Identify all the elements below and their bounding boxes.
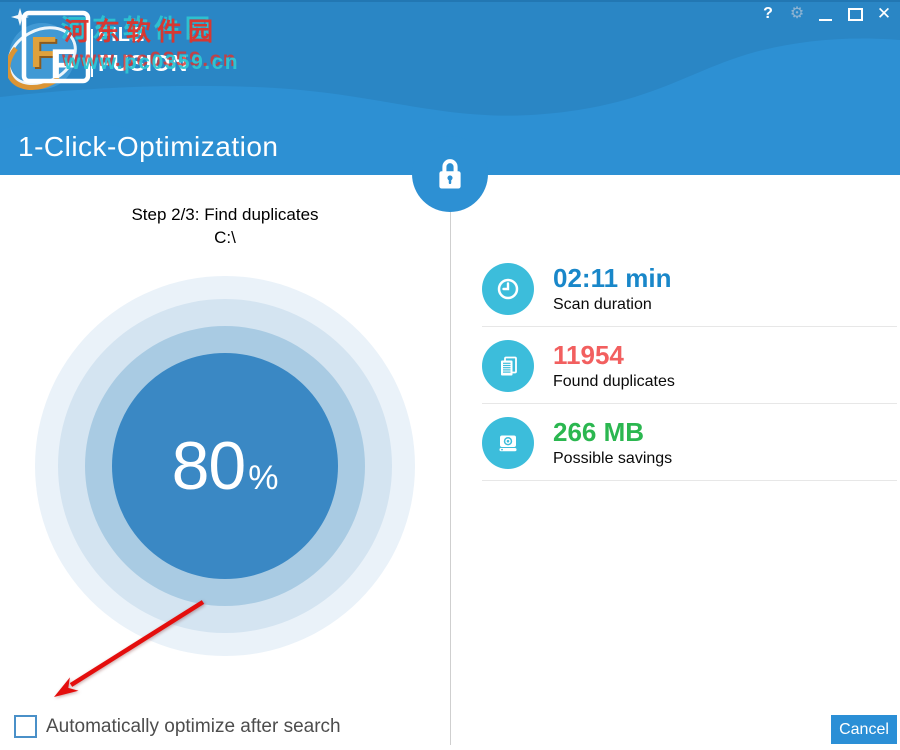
- panel-divider: [450, 212, 451, 745]
- progress-value: 80: [171, 428, 247, 504]
- brand-name: FILE FUSION: [98, 25, 188, 75]
- stat-row-scan-duration: 02:11 min Scan duration: [482, 263, 897, 327]
- auto-optimize-label[interactable]: Automatically optimize after search: [46, 715, 341, 737]
- lock-badge: [412, 136, 488, 212]
- brand-line2: FUSION: [98, 50, 188, 76]
- found-duplicates-value: 11954: [553, 340, 624, 370]
- minimize-icon[interactable]: [816, 4, 836, 24]
- red-arrow-annotation: [54, 600, 205, 697]
- header-wave-decoration: [0, 0, 900, 175]
- scan-stats-panel: 02:11 min Scan duration: [450, 175, 900, 750]
- scan-duration-label: Scan duration: [553, 296, 652, 313]
- titlebar-controls: ? ⚙ ✕: [758, 4, 894, 24]
- step-indicator: Step 2/3: Find duplicates C:\: [0, 203, 450, 249]
- filefusion-logo-icon: F F F: [8, 8, 91, 91]
- stats-list: 02:11 min Scan duration: [482, 263, 897, 494]
- step-title: Step 2/3: Find duplicates: [131, 205, 319, 224]
- maximize-icon[interactable]: [845, 4, 865, 24]
- window-top-edge: [0, 0, 900, 2]
- possible-savings-label: Possible savings: [553, 450, 673, 467]
- progress-indicator: 80 %: [35, 276, 415, 656]
- page-title: 1-Click-Optimization: [18, 131, 279, 162]
- possible-savings-value: 266 MB: [553, 417, 645, 447]
- help-icon[interactable]: ?: [763, 5, 773, 22]
- settings-gear-icon[interactable]: ⚙: [789, 5, 805, 22]
- clock-icon: [482, 263, 534, 315]
- stat-row-found-duplicates: 11954 Found duplicates: [482, 340, 897, 404]
- lock-icon: [439, 159, 461, 189]
- progress-percentage: 80 %: [172, 427, 279, 505]
- app-header: F F F FILE FUSION 河东软件园 www.pc0359.cn ? …: [0, 0, 900, 175]
- documents-icon: [482, 340, 534, 392]
- stat-row-possible-savings: 266 MB Possible savings: [482, 417, 897, 481]
- brand-line1: FILE: [98, 24, 146, 46]
- svg-text:F: F: [30, 28, 57, 77]
- svg-text:F: F: [32, 30, 59, 79]
- progress-circle: 80 %: [112, 353, 338, 579]
- cancel-button[interactable]: Cancel: [831, 715, 897, 744]
- found-duplicates-label: Found duplicates: [553, 373, 675, 390]
- auto-optimize-checkbox[interactable]: [14, 715, 37, 738]
- progress-unit: %: [248, 459, 279, 497]
- step-path: C:\: [214, 228, 236, 247]
- scan-progress-panel: Step 2/3: Find duplicates C:\ 80 % Autom…: [0, 175, 450, 750]
- scan-duration-value: 02:11 min: [553, 263, 672, 293]
- logo-separator: [91, 29, 93, 77]
- close-icon[interactable]: ✕: [876, 4, 892, 23]
- hard-drive-icon: [482, 417, 534, 469]
- auto-optimize-option: Automatically optimize after search: [14, 715, 341, 738]
